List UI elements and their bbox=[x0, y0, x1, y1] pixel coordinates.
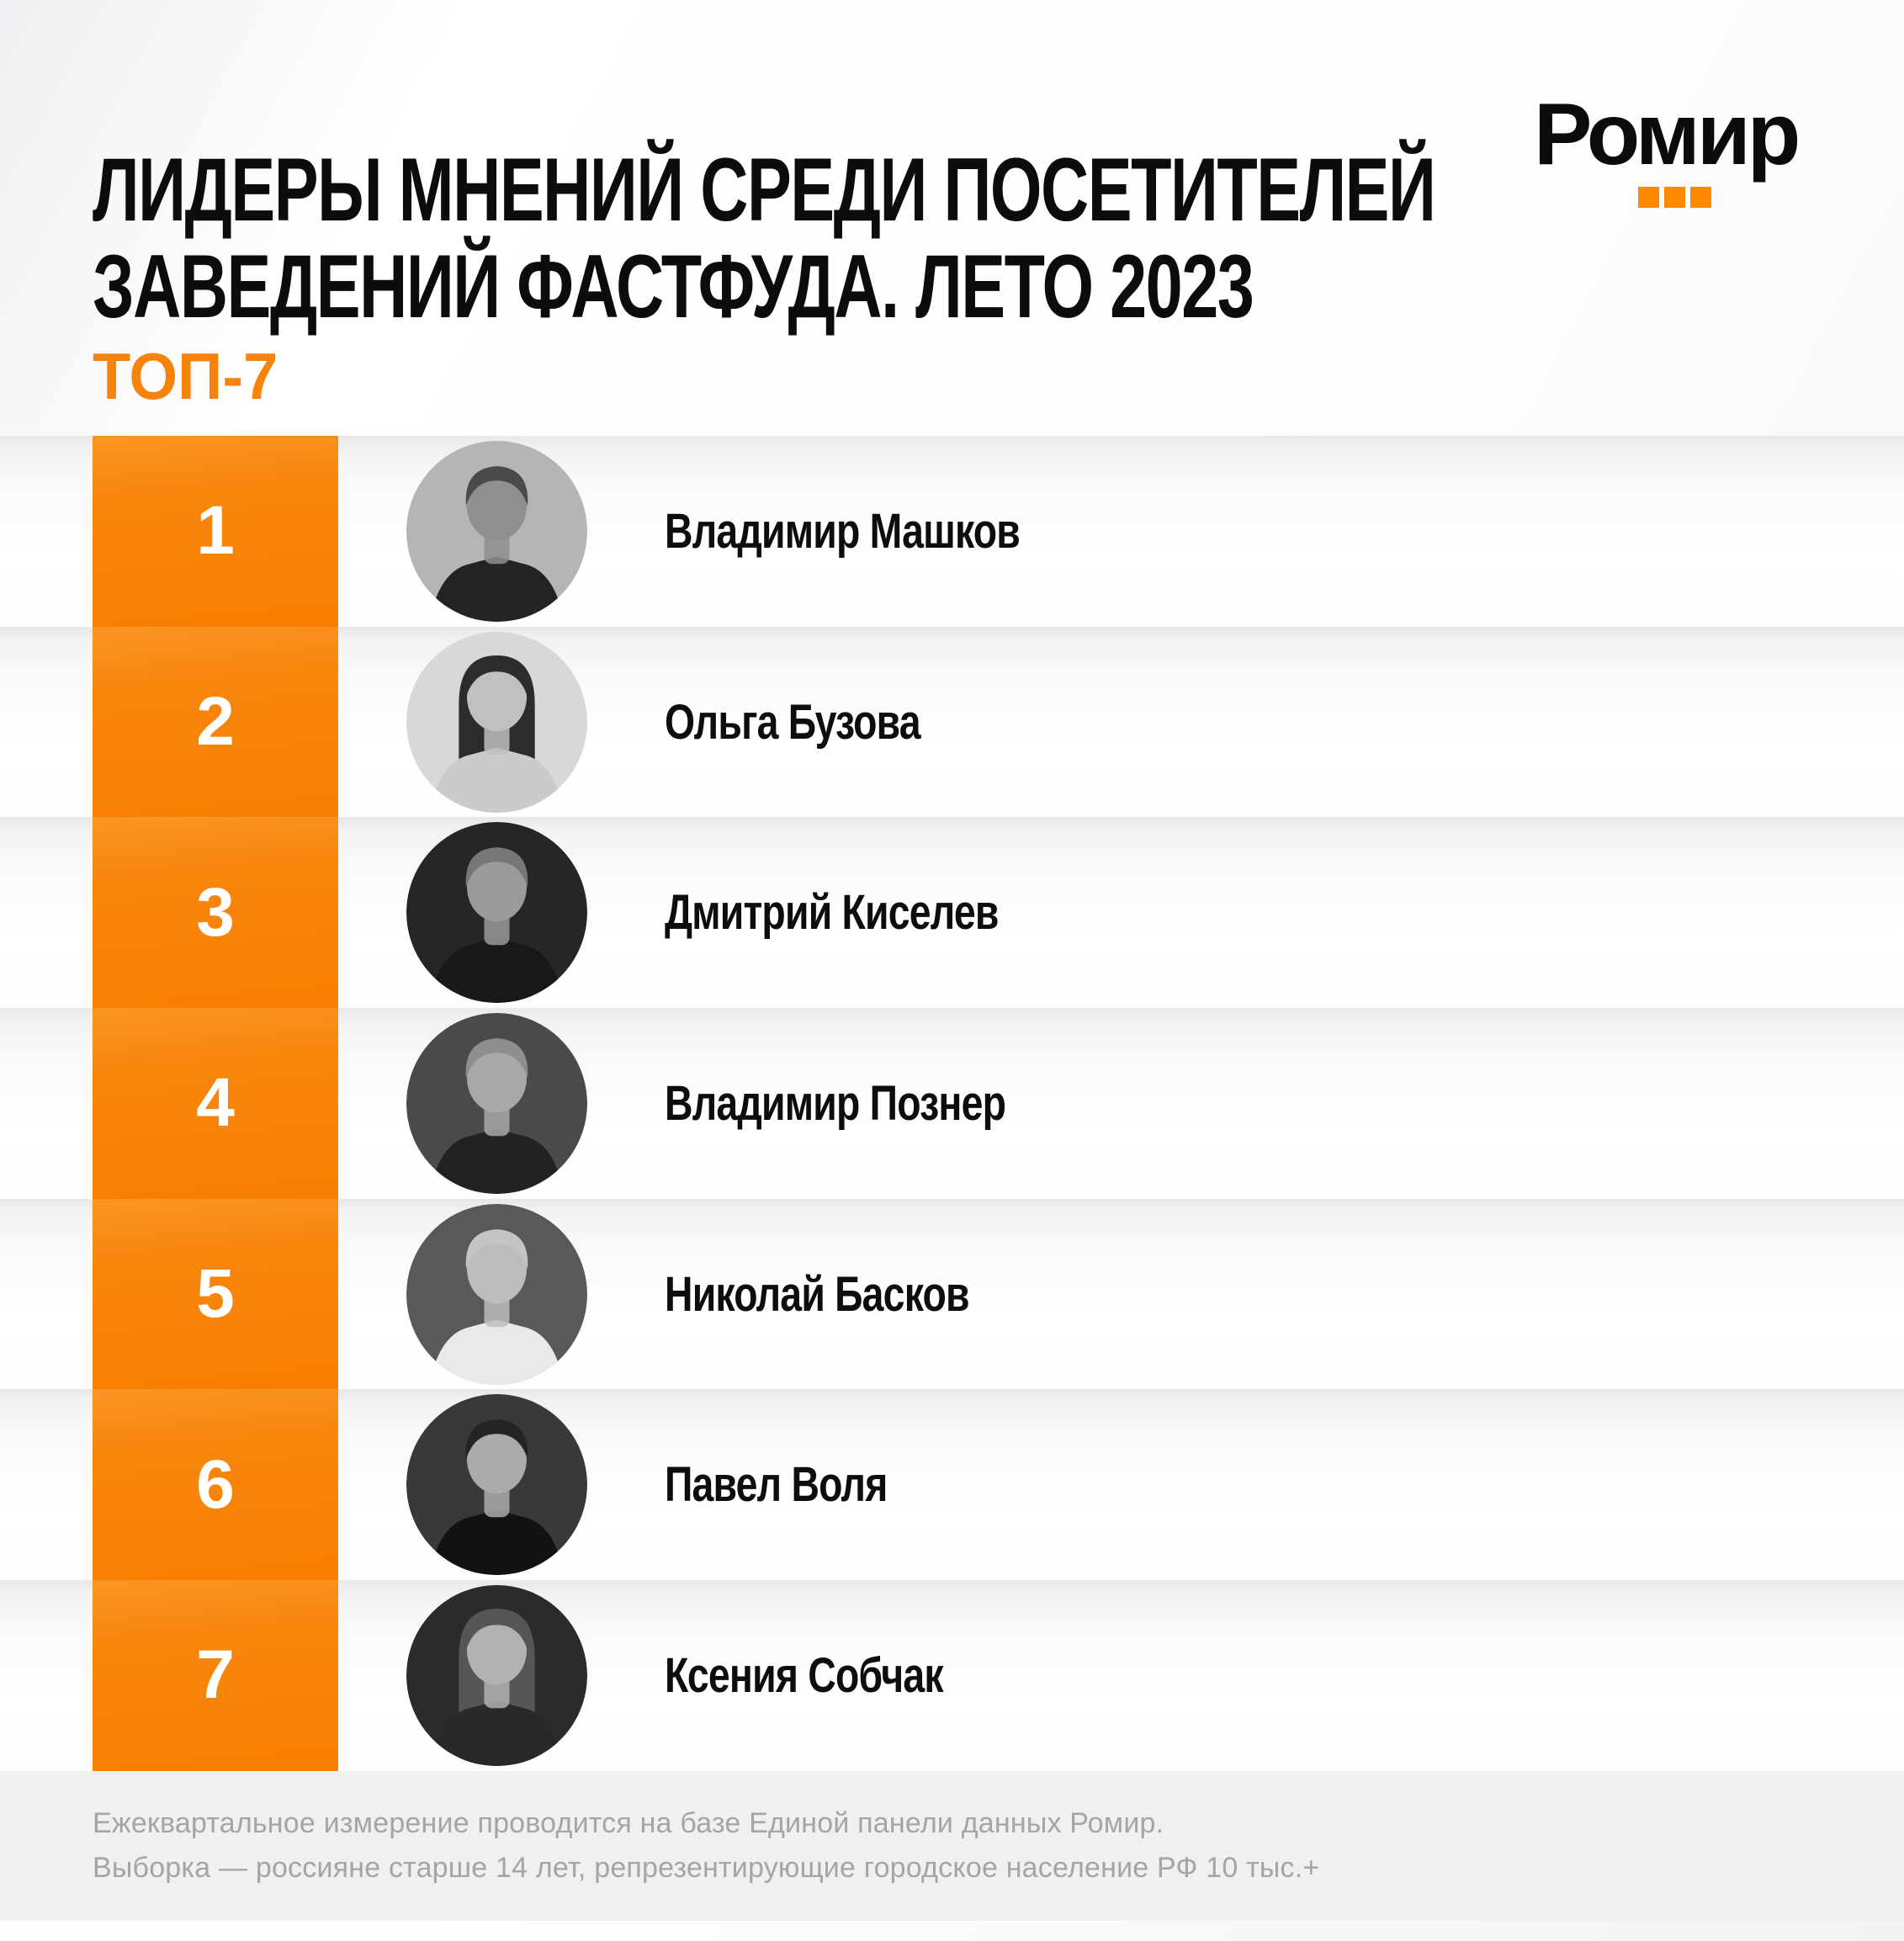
romir-logo-text: Ромир bbox=[1534, 86, 1801, 183]
rank-badge: 1 bbox=[93, 436, 338, 627]
name-cell: Дмитрий Киселев bbox=[665, 817, 1082, 1008]
name-cell: Николай Басков bbox=[665, 1199, 1045, 1390]
person-name: Ольга Бузова bbox=[665, 694, 921, 750]
rank-number: 2 bbox=[196, 683, 235, 761]
footnote-line-2: Выборка — россияне старше 14 лет, репрез… bbox=[93, 1852, 1320, 1884]
rank-number: 6 bbox=[196, 1445, 235, 1523]
rank-number: 4 bbox=[196, 1064, 235, 1142]
person-photo-placeholder bbox=[406, 822, 587, 1004]
romir-logo-dots-icon bbox=[1638, 187, 1711, 208]
person-name: Павел Воля bbox=[665, 1457, 888, 1513]
rank-badge: 3 bbox=[93, 817, 338, 1009]
person-name: Николай Басков bbox=[665, 1266, 970, 1322]
rank-number: 7 bbox=[196, 1636, 235, 1714]
person-photo-placeholder bbox=[406, 1013, 587, 1195]
person-photo-placeholder bbox=[406, 1203, 587, 1385]
avatar bbox=[406, 441, 587, 622]
title-line-2: ЗАВЕДЕНИЙ ФАСТФУДА. ЛЕТО 2023 bbox=[93, 235, 1254, 337]
person-name: Владимир Машков bbox=[665, 503, 1021, 559]
footer: Ежеквартальное измерение проводится на б… bbox=[0, 1771, 1904, 1921]
list-item: 4 Владимир Познер bbox=[0, 1008, 1904, 1199]
person-photo-placeholder bbox=[406, 441, 587, 622]
rank-number: 5 bbox=[196, 1255, 235, 1333]
name-cell: Владимир Машков bbox=[665, 436, 1109, 627]
rank-number: 1 bbox=[196, 492, 235, 570]
ranking-list: 1 Владимир Машков 2 bbox=[0, 436, 1904, 1771]
list-item: 1 Владимир Машков bbox=[0, 436, 1904, 627]
rank-badge: 7 bbox=[93, 1580, 338, 1771]
section-heading-top7: ТОП-7 bbox=[93, 339, 278, 413]
rank-number: 3 bbox=[196, 873, 235, 951]
name-cell: Павел Воля bbox=[665, 1389, 943, 1580]
person-photo-placeholder bbox=[406, 1585, 587, 1767]
name-cell: Ольга Бузова bbox=[665, 627, 984, 818]
rank-badge: 5 bbox=[93, 1198, 338, 1390]
rank-badge: 2 bbox=[93, 626, 338, 818]
person-name: Ксения Собчак bbox=[665, 1647, 944, 1703]
list-item: 2 Ольга Бузова bbox=[0, 626, 1904, 818]
rank-badge: 4 bbox=[93, 1008, 338, 1199]
avatar bbox=[406, 1585, 587, 1767]
list-item: 6 Павел Воля bbox=[0, 1389, 1904, 1581]
name-cell: Владимир Познер bbox=[665, 1008, 1090, 1199]
romir-logo: Ромир bbox=[1534, 91, 1820, 217]
avatar bbox=[406, 1013, 587, 1195]
avatar bbox=[406, 1394, 587, 1576]
page-title: ЛИДЕРЫ МНЕНИЙ СРЕДИ ПОСЕТИТЕЛЕЙ ЗАВЕДЕНИ… bbox=[93, 141, 1904, 335]
list-item: 7 Ксения Собчак bbox=[0, 1580, 1904, 1771]
avatar bbox=[406, 822, 587, 1004]
person-photo-placeholder bbox=[406, 631, 587, 813]
avatar bbox=[406, 631, 587, 813]
list-item: 5 Николай Басков bbox=[0, 1198, 1904, 1390]
person-name: Дмитрий Киселев bbox=[665, 885, 999, 941]
rank-badge: 6 bbox=[93, 1389, 338, 1581]
avatar bbox=[406, 1203, 587, 1385]
list-item: 3 Дмитрий Киселев bbox=[0, 817, 1904, 1009]
title-line-1: ЛИДЕРЫ МНЕНИЙ СРЕДИ ПОСЕТИТЕЛЕЙ bbox=[93, 138, 1436, 240]
person-photo-placeholder bbox=[406, 1394, 587, 1576]
person-name: Владимир Познер bbox=[665, 1075, 1006, 1131]
name-cell: Ксения Собчак bbox=[665, 1580, 1012, 1771]
footnote-line-1: Ежеквартальное измерение проводится на б… bbox=[93, 1807, 1164, 1839]
